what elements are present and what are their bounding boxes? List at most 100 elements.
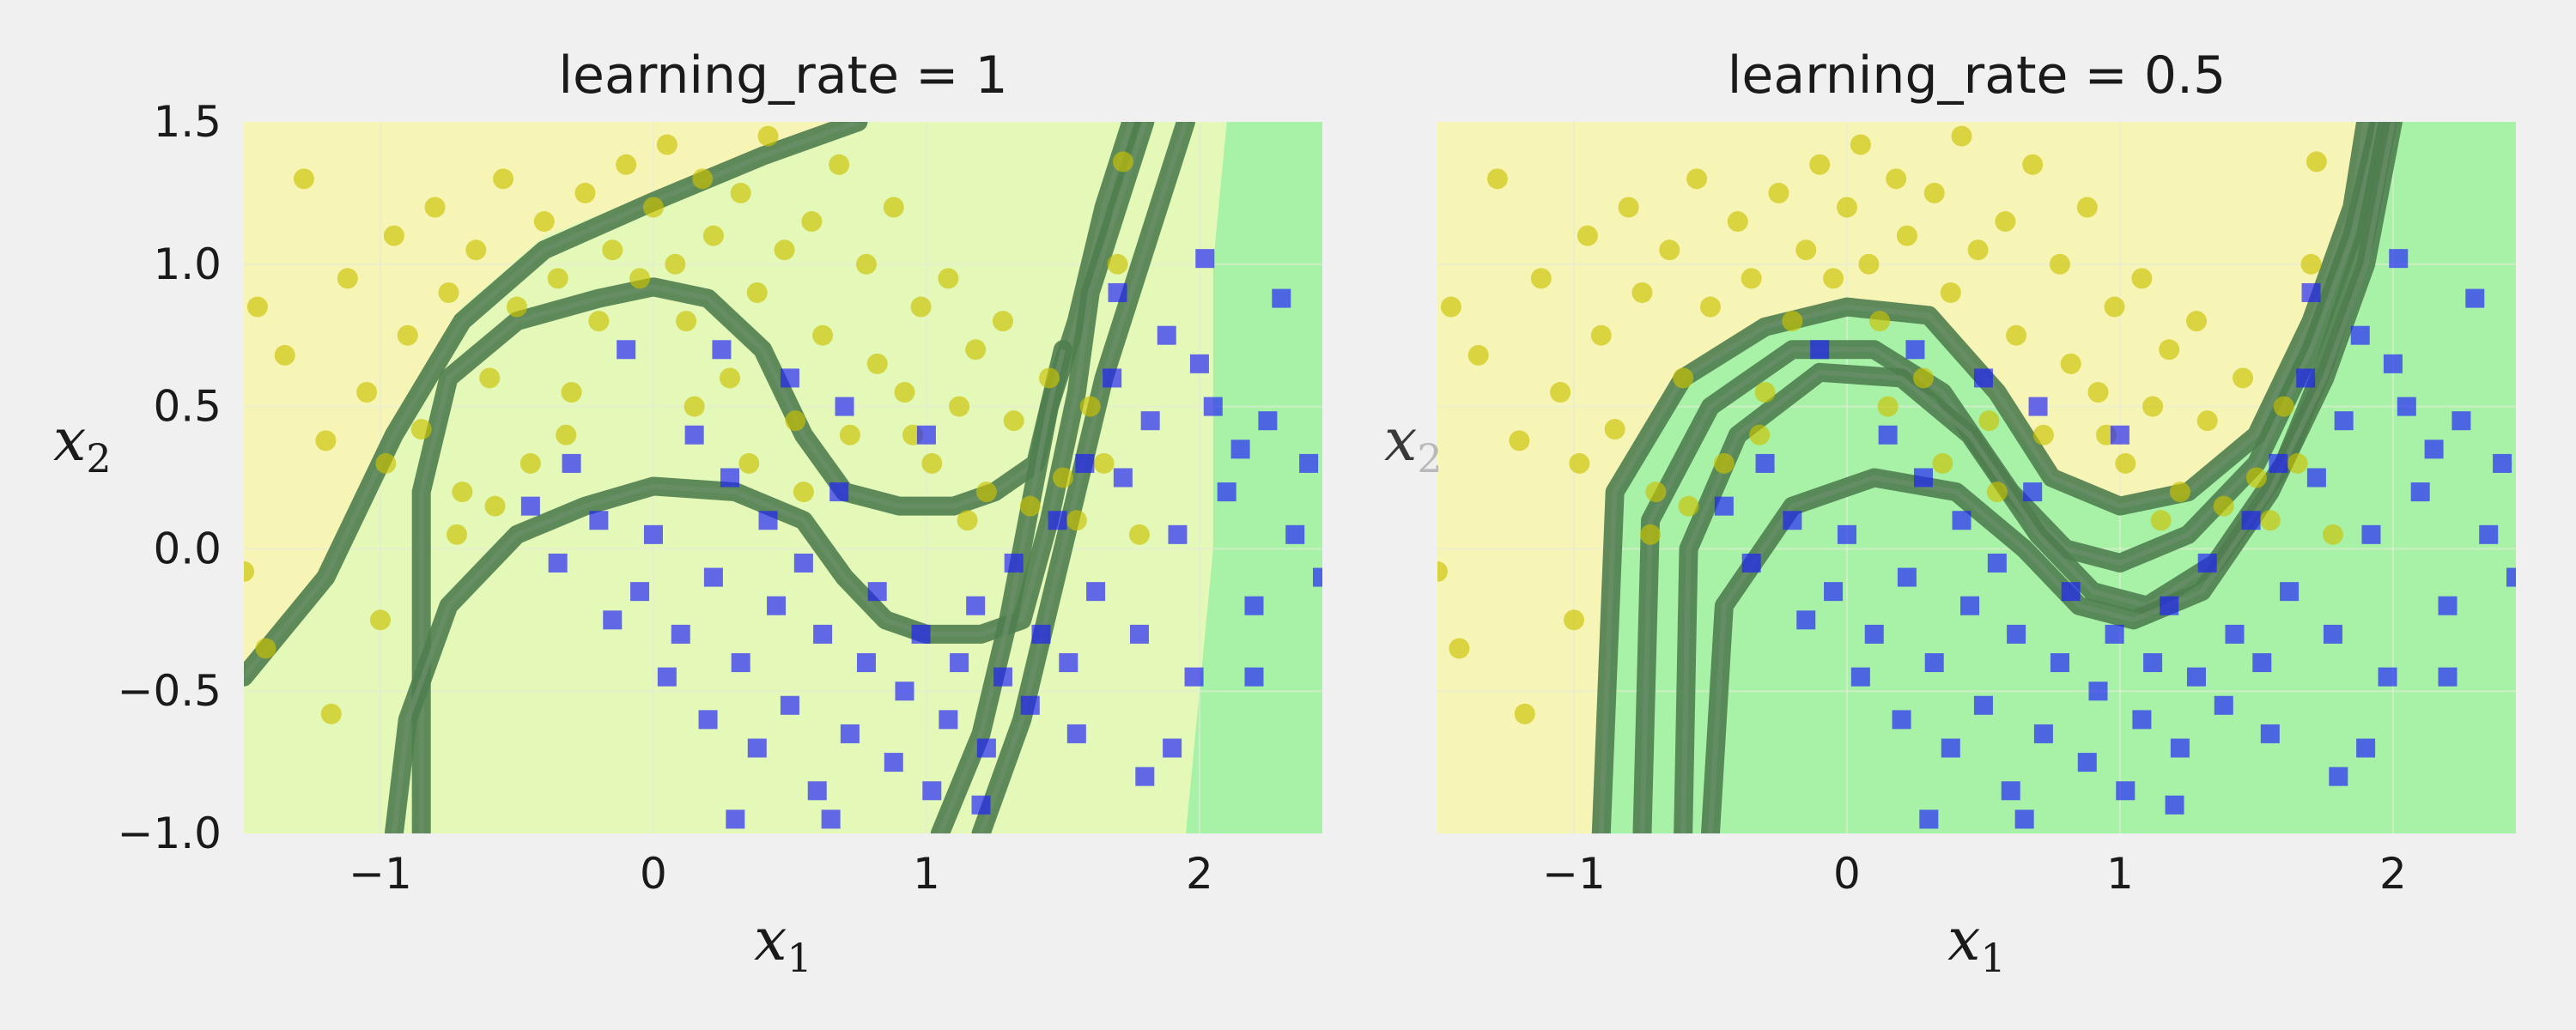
class1-point (1973, 695, 1993, 715)
class1-point (867, 582, 887, 602)
class1-point (1184, 667, 1204, 687)
class1-point (2116, 781, 2136, 801)
class0-point (293, 168, 314, 190)
class1-point (821, 809, 841, 829)
x-tick-label: 0 (640, 849, 667, 899)
class1-point (2424, 439, 2444, 459)
class0-point (315, 430, 337, 451)
x-tick-label: 0 (1833, 849, 1861, 899)
class0-point (2233, 367, 2254, 389)
class1-point (2241, 511, 2261, 530)
class0-point (574, 182, 596, 203)
class0-point (812, 324, 834, 346)
class0-point (793, 482, 814, 503)
class1-point (2165, 795, 2184, 815)
class0-point (375, 452, 397, 474)
y-tick-label: 1.5 (153, 97, 222, 147)
class1-point (1230, 439, 1250, 459)
class1-point (2329, 766, 2348, 786)
class0-point (757, 125, 779, 147)
class1-point (1313, 567, 1322, 587)
class1-point (856, 653, 876, 673)
class0-point (2169, 482, 2190, 503)
class1-point (698, 710, 718, 730)
class1-point (2105, 624, 2124, 644)
class1-point (1897, 567, 1917, 587)
class0-point (2060, 353, 2081, 374)
class0-point (1673, 367, 1694, 389)
class0-point (730, 182, 751, 203)
class1-point (1741, 553, 1761, 573)
class1-point (747, 738, 767, 758)
class1-point (2493, 453, 2512, 473)
class1-point (976, 738, 996, 758)
class1-point (916, 425, 936, 445)
class1-point (2438, 596, 2458, 615)
class1-point (2383, 354, 2403, 373)
class1-point (2160, 596, 2179, 615)
class1-point (2186, 667, 2206, 687)
class0-point (938, 268, 959, 289)
class0-point (244, 560, 254, 582)
class1-point (1905, 340, 1925, 360)
class1-point (1031, 624, 1051, 644)
x-tick-label: 1 (2106, 849, 2134, 899)
class0-point (1066, 510, 1087, 531)
class0-point (855, 253, 877, 275)
class0-point (2150, 510, 2172, 531)
class1-point (643, 524, 663, 544)
class0-point (1563, 609, 1584, 631)
class1-point (684, 425, 704, 445)
class1-point (1987, 553, 2007, 573)
class0-point (493, 168, 514, 190)
class1-point (966, 596, 986, 615)
class1-point (1864, 624, 1884, 644)
class1-point (1973, 368, 1993, 388)
x-tick-label: 1 (913, 849, 940, 899)
class1-point (2170, 738, 2190, 758)
class0-point (1604, 419, 1625, 440)
class0-point (839, 424, 860, 445)
right-panel: learning_rate = 0.5 −1 0 1 2 x1 x2 (1384, 45, 2516, 981)
class0-point (1569, 452, 1590, 474)
class0-point (1112, 151, 1133, 173)
class1-point (911, 624, 931, 644)
class1-point (2001, 781, 2020, 801)
class1-point (1113, 468, 1133, 488)
class0-point (1850, 134, 1871, 155)
class1-point (2465, 288, 2485, 308)
class0-point (337, 268, 358, 289)
class0-point (1768, 182, 1789, 203)
class0-point (533, 211, 555, 233)
class0-point (1052, 467, 1073, 488)
class1-point (1244, 596, 1264, 615)
decision-contour-highlight (244, 122, 860, 679)
class1-point (939, 710, 958, 730)
class0-point (1967, 239, 1989, 261)
class1-point (2361, 524, 2381, 544)
class0-point (1749, 424, 1771, 445)
class0-point (2115, 452, 2136, 474)
class1-point (630, 582, 650, 602)
left-panel: learning_rate = 1 1.5 1.0 0.5 0.0 −0.5 −1.0 −… (53, 45, 1322, 981)
class0-point (1618, 197, 1639, 218)
class1-point (780, 368, 799, 388)
class0-point (829, 154, 850, 175)
class1-point (1924, 653, 1944, 673)
class0-point (746, 282, 768, 303)
class1-point (1020, 695, 1040, 715)
class1-point (2014, 809, 2034, 829)
class1-point (617, 340, 636, 360)
class0-point (992, 311, 1013, 332)
class1-point (895, 682, 914, 701)
class0-point (774, 239, 795, 261)
class1-point (1004, 553, 1024, 573)
class0-point (274, 344, 295, 366)
class1-point (2225, 624, 2245, 644)
class1-point (1714, 496, 1734, 516)
class0-point (1577, 225, 1598, 246)
class1-point (1086, 582, 1106, 602)
class1-point (2252, 653, 2272, 673)
class0-point (246, 296, 268, 318)
class0-point (1039, 367, 1060, 389)
